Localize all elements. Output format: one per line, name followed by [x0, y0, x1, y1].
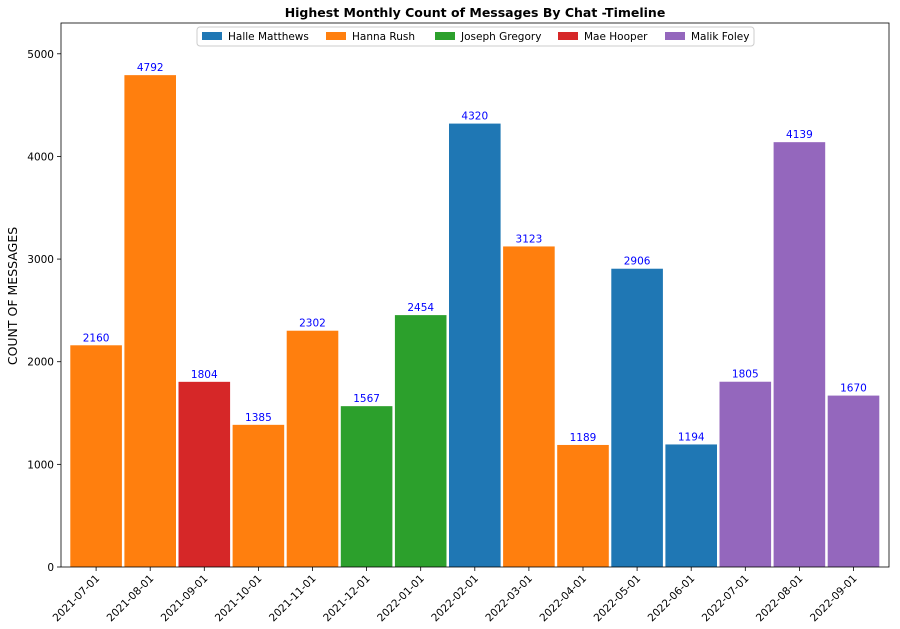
bar [449, 123, 501, 567]
plot-area: 2160 2021-07-01 4792 2021-08-01 1804 2021-09-… [27, 22, 890, 625]
bar-value-label: 1385 [245, 412, 272, 424]
bar-value-label: 2160 [83, 332, 110, 344]
bar [394, 315, 447, 567]
bar-value-label: 1194 [678, 431, 705, 443]
bar [773, 142, 826, 568]
x-tick-label: 2022-03-01 [483, 573, 535, 625]
x-tick-label: 2021-08-01 [105, 573, 157, 625]
bar-value-label: 2906 [624, 256, 651, 268]
axes-frame [60, 22, 890, 568]
bar-value-label: 2302 [299, 318, 326, 330]
bar [611, 268, 663, 567]
y-tick-label: 2000 [27, 357, 54, 369]
bar-value-label: 1804 [191, 369, 218, 381]
y-axis-label: COUNT OF MESSAGES [5, 227, 20, 365]
bar-value-label: 1805 [732, 369, 759, 381]
bar-value-label: 1670 [840, 383, 867, 395]
bar-value-label: 1567 [353, 393, 380, 405]
bar-value-label: 1189 [570, 432, 597, 444]
x-tick-label: 2022-01-01 [375, 573, 427, 625]
x-tick-label: 2022-05-01 [592, 573, 644, 625]
bar-value-label: 2454 [407, 302, 434, 314]
bar-value-label: 4792 [137, 62, 164, 74]
x-tick-label: 2022-04-01 [537, 573, 589, 625]
x-tick-label: 2022-07-01 [700, 573, 752, 625]
x-tick-label: 2022-06-01 [646, 573, 698, 625]
x-tick-label: 2021-07-01 [51, 573, 103, 625]
legend-swatch [202, 32, 222, 40]
chart-title: Highest Monthly Count of Messages By Cha… [285, 5, 666, 20]
bar [557, 444, 609, 567]
x-tick-label: 2022-08-01 [754, 573, 806, 625]
y-tick-label: 1000 [27, 459, 54, 471]
bar [719, 381, 772, 567]
x-tick-label: 2021-12-01 [321, 573, 373, 625]
legend-entry-label: Joseph Gregory [460, 31, 541, 43]
bar [286, 330, 339, 567]
bar-value-label: 4320 [461, 111, 488, 123]
x-tick-label: 2021-09-01 [159, 573, 211, 625]
x-tick-label: 2021-11-01 [267, 573, 319, 625]
legend-entry-label: Halle Matthews [228, 31, 309, 43]
bar [503, 246, 555, 567]
y-tick-label: 0 [47, 562, 54, 574]
bar [340, 406, 393, 567]
legend-swatch [665, 32, 685, 40]
x-tick-label: 2022-09-01 [808, 573, 860, 625]
legend-swatch [435, 32, 455, 40]
bar-value-label: 3123 [516, 233, 543, 245]
legend: Halle Matthews Hanna Rush Joseph Gregory Ma… [196, 26, 755, 47]
y-tick-label: 4000 [27, 151, 54, 163]
y-tick-label: 5000 [27, 49, 54, 61]
bar [665, 444, 717, 567]
legend-entry-label: Mae Hooper [584, 31, 648, 43]
x-tick-label: 2021-10-01 [213, 573, 265, 625]
legend-swatch [326, 32, 346, 40]
bar [178, 381, 231, 567]
bar [232, 424, 285, 567]
bar [70, 345, 122, 567]
legend-entry-label: Hanna Rush [352, 31, 415, 43]
y-tick-label: 3000 [27, 254, 54, 266]
bar-value-label: 4139 [786, 129, 813, 141]
bar [124, 75, 176, 567]
x-tick-label: 2022-02-01 [429, 573, 481, 625]
legend-box [196, 26, 755, 47]
legend-entry-label: Malik Foley [691, 31, 749, 43]
legend-swatch [558, 32, 578, 40]
bar [827, 395, 880, 567]
